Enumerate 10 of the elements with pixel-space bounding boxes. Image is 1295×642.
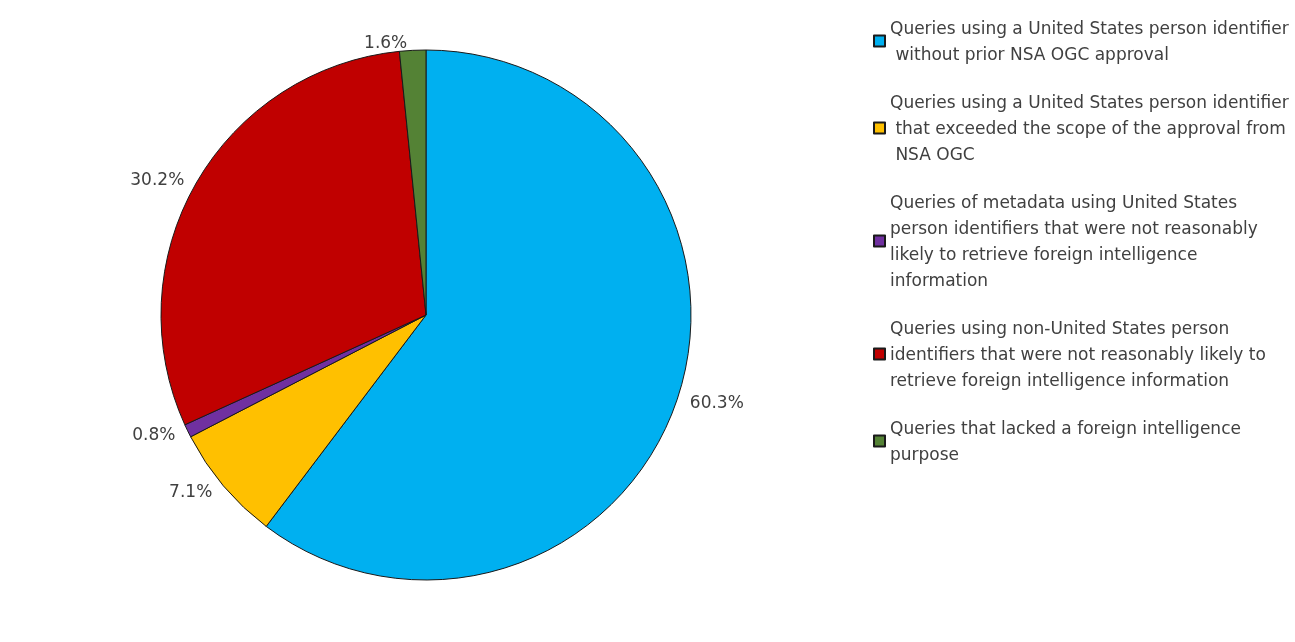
legend-label: Queries using a United States person identifier without prior NSA OGC approval: [890, 18, 1289, 64]
legend-label: Queries of metadata using United States person identifiers that were not reasonably likely to retrieve foreign intelligence information: [890, 192, 1264, 290]
legend-label: Queries using a United States person identifier that exceeded the scope of the approval from NSA OGC: [890, 92, 1289, 164]
legend-label: Queries that lacked a foreign intelligence purpose: [890, 418, 1247, 464]
data-label: 60.3%: [689, 391, 744, 412]
data-label: 1.6%: [364, 32, 408, 53]
data-label: 30.2%: [130, 169, 185, 189]
data-label: 7.1%: [169, 480, 213, 501]
data-label: 0.8%: [132, 424, 176, 445]
legend-label: Queries using non-United States person identifiers that were not reasonably likely to retrieve foreign intelligence information: [890, 318, 1272, 390]
